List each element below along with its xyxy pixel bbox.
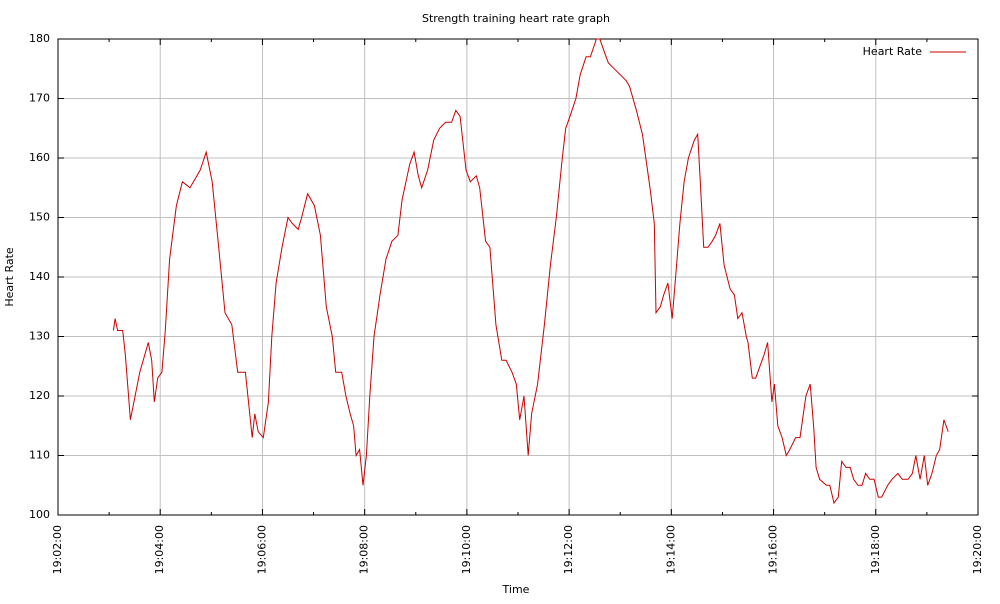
y-tick-label: 100: [29, 508, 50, 521]
x-tick-label: 19:08:00: [358, 525, 371, 574]
plot-frame: [57, 38, 979, 516]
x-axis-label: Time: [502, 583, 530, 596]
y-tick-label: 140: [29, 270, 50, 283]
y-axis-label: Heart Rate: [3, 247, 16, 307]
x-tick-label: 19:02:00: [51, 525, 64, 574]
y-tick-label: 180: [29, 32, 50, 45]
y-tick-label: 120: [29, 389, 50, 402]
y-tick-label: 170: [29, 92, 50, 105]
chart-title: Strength training heart rate graph: [422, 12, 610, 25]
x-tick-label: 19:14:00: [664, 525, 677, 574]
y-tick-label: 110: [29, 449, 50, 462]
x-tick-label: 19:10:00: [460, 525, 473, 574]
x-tick-label: 19:20:00: [971, 525, 984, 574]
x-tick-label: 19:12:00: [562, 525, 575, 574]
x-tick-label: 19:06:00: [255, 525, 268, 574]
legend-label: Heart Rate: [863, 45, 923, 58]
x-tick-label: 19:16:00: [767, 525, 780, 574]
x-tick-label: 19:04:00: [153, 525, 166, 574]
line-series: [112, 38, 949, 505]
y-tick-label: 130: [29, 330, 50, 343]
y-tick-label: 150: [29, 211, 50, 224]
y-tick-label: 160: [29, 151, 50, 164]
x-tick-label: 19:18:00: [869, 525, 882, 574]
